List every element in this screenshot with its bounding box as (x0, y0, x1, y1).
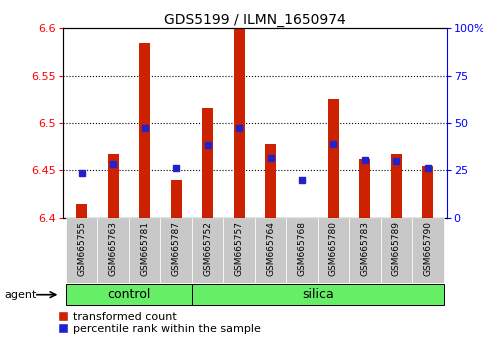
Bar (192, 218, 223, 283)
Text: GSM665783: GSM665783 (360, 221, 369, 276)
Bar (234, 28, 244, 218)
Bar (108, 154, 119, 218)
Bar (223, 218, 255, 283)
Text: GSM665768: GSM665768 (298, 221, 307, 276)
Text: GSM665781: GSM665781 (140, 221, 149, 276)
Bar (349, 218, 381, 283)
Bar (76, 204, 87, 218)
Title: GDS5199 / ILMN_1650974: GDS5199 / ILMN_1650974 (164, 13, 346, 27)
Text: control: control (107, 288, 151, 301)
Bar (66, 284, 192, 305)
Text: silica: silica (302, 288, 334, 301)
Bar (391, 154, 402, 218)
Text: GSM665757: GSM665757 (235, 221, 243, 276)
Bar (318, 218, 349, 283)
Bar (202, 108, 213, 218)
Bar (328, 99, 339, 218)
Bar (255, 218, 286, 283)
Text: GSM665755: GSM665755 (77, 221, 86, 276)
Text: GSM665780: GSM665780 (329, 221, 338, 276)
Text: GSM665764: GSM665764 (266, 221, 275, 276)
Text: GSM665752: GSM665752 (203, 221, 212, 276)
Bar (265, 144, 276, 218)
Bar (412, 218, 443, 283)
Bar (286, 218, 318, 283)
Text: GSM665789: GSM665789 (392, 221, 401, 276)
Legend: transformed count, percentile rank within the sample: transformed count, percentile rank withi… (59, 312, 261, 334)
Bar (66, 218, 98, 283)
Bar (422, 166, 433, 218)
Bar (160, 218, 192, 283)
Bar (192, 284, 443, 305)
Text: agent: agent (5, 290, 37, 300)
Bar (381, 218, 412, 283)
Bar (139, 42, 150, 218)
Bar (359, 159, 370, 218)
Bar (129, 218, 160, 283)
Bar (98, 218, 129, 283)
Text: GSM665787: GSM665787 (171, 221, 181, 276)
Text: GSM665763: GSM665763 (109, 221, 118, 276)
Bar (170, 180, 182, 218)
Text: GSM665790: GSM665790 (424, 221, 432, 276)
